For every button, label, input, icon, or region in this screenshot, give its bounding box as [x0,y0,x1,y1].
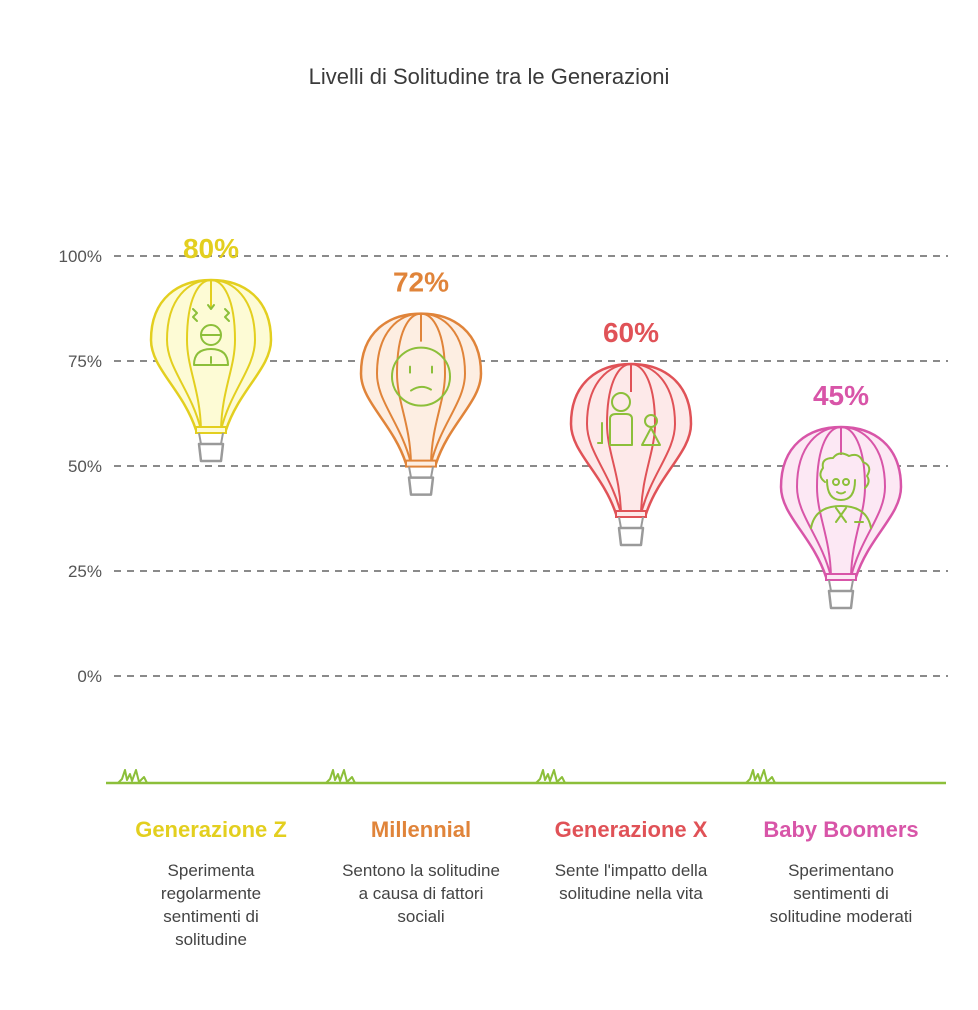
parent-child-icon [597,392,661,446]
category-description: Sperimenta [168,861,255,880]
balloon-rope [618,516,644,529]
category-label: Millennial [371,817,471,842]
balloon-basket [197,442,225,463]
y-tick-label: 100% [59,247,102,266]
grass-tuft [535,769,566,784]
balloon-bar [779,425,903,610]
category-description: sentimenti di [163,907,258,926]
category-description: sociali [397,907,444,926]
category-labels: Generazione Z Sperimenta regolarmente senti… [135,817,918,949]
value-label: 60% [603,317,659,348]
grass-tuft [325,769,356,784]
value-label: 80% [183,233,239,264]
balloon-bar [359,312,483,496]
balloon-basket [617,526,645,547]
value-label: 45% [813,380,869,411]
value-label: 72% [393,267,449,298]
category-label: Baby Boomers [763,817,918,842]
sad-face-icon [391,346,451,407]
category-description: solitudine nella vita [559,884,703,903]
category-description: a causa di fattori [359,884,484,903]
balloon-basket [827,589,855,610]
ground-line [106,769,946,785]
balloon-rope [828,579,854,592]
balloon-layer: 80% 72% 60% 45% [149,233,903,610]
category-description: Sperimentano [788,861,894,880]
category-description: solitudine moderati [770,907,913,926]
balloon-band [615,510,647,518]
y-tick-label: 25% [68,562,102,581]
balloon-band [825,573,857,581]
chart-title: Livelli di Solitudine tra le Generazioni [309,64,670,89]
elderly-person-icon [810,452,872,529]
balloon-rope [408,466,434,478]
balloon-rope [198,432,224,445]
balloon-bar [569,362,693,547]
stressed-person-icon [192,304,230,366]
balloon-band [195,426,227,434]
y-tick-label: 75% [68,352,102,371]
category-description: sentimenti di [793,884,888,903]
y-tick-label: 50% [68,457,102,476]
balloon-band [405,459,437,468]
grass-tuft [117,769,148,784]
category-description: Sentono la solitudine [342,861,500,880]
category-label: Generazione X [555,817,708,842]
category-description: regolarmente [161,884,261,903]
balloon-bar [149,278,273,463]
category-label: Generazione Z [135,817,287,842]
y-tick-label: 0% [77,667,102,686]
category-description: solitudine [175,930,247,949]
category-description: Sente l'impatto della [555,861,708,880]
grass-tuft [745,769,776,784]
balloon-basket [407,476,435,496]
